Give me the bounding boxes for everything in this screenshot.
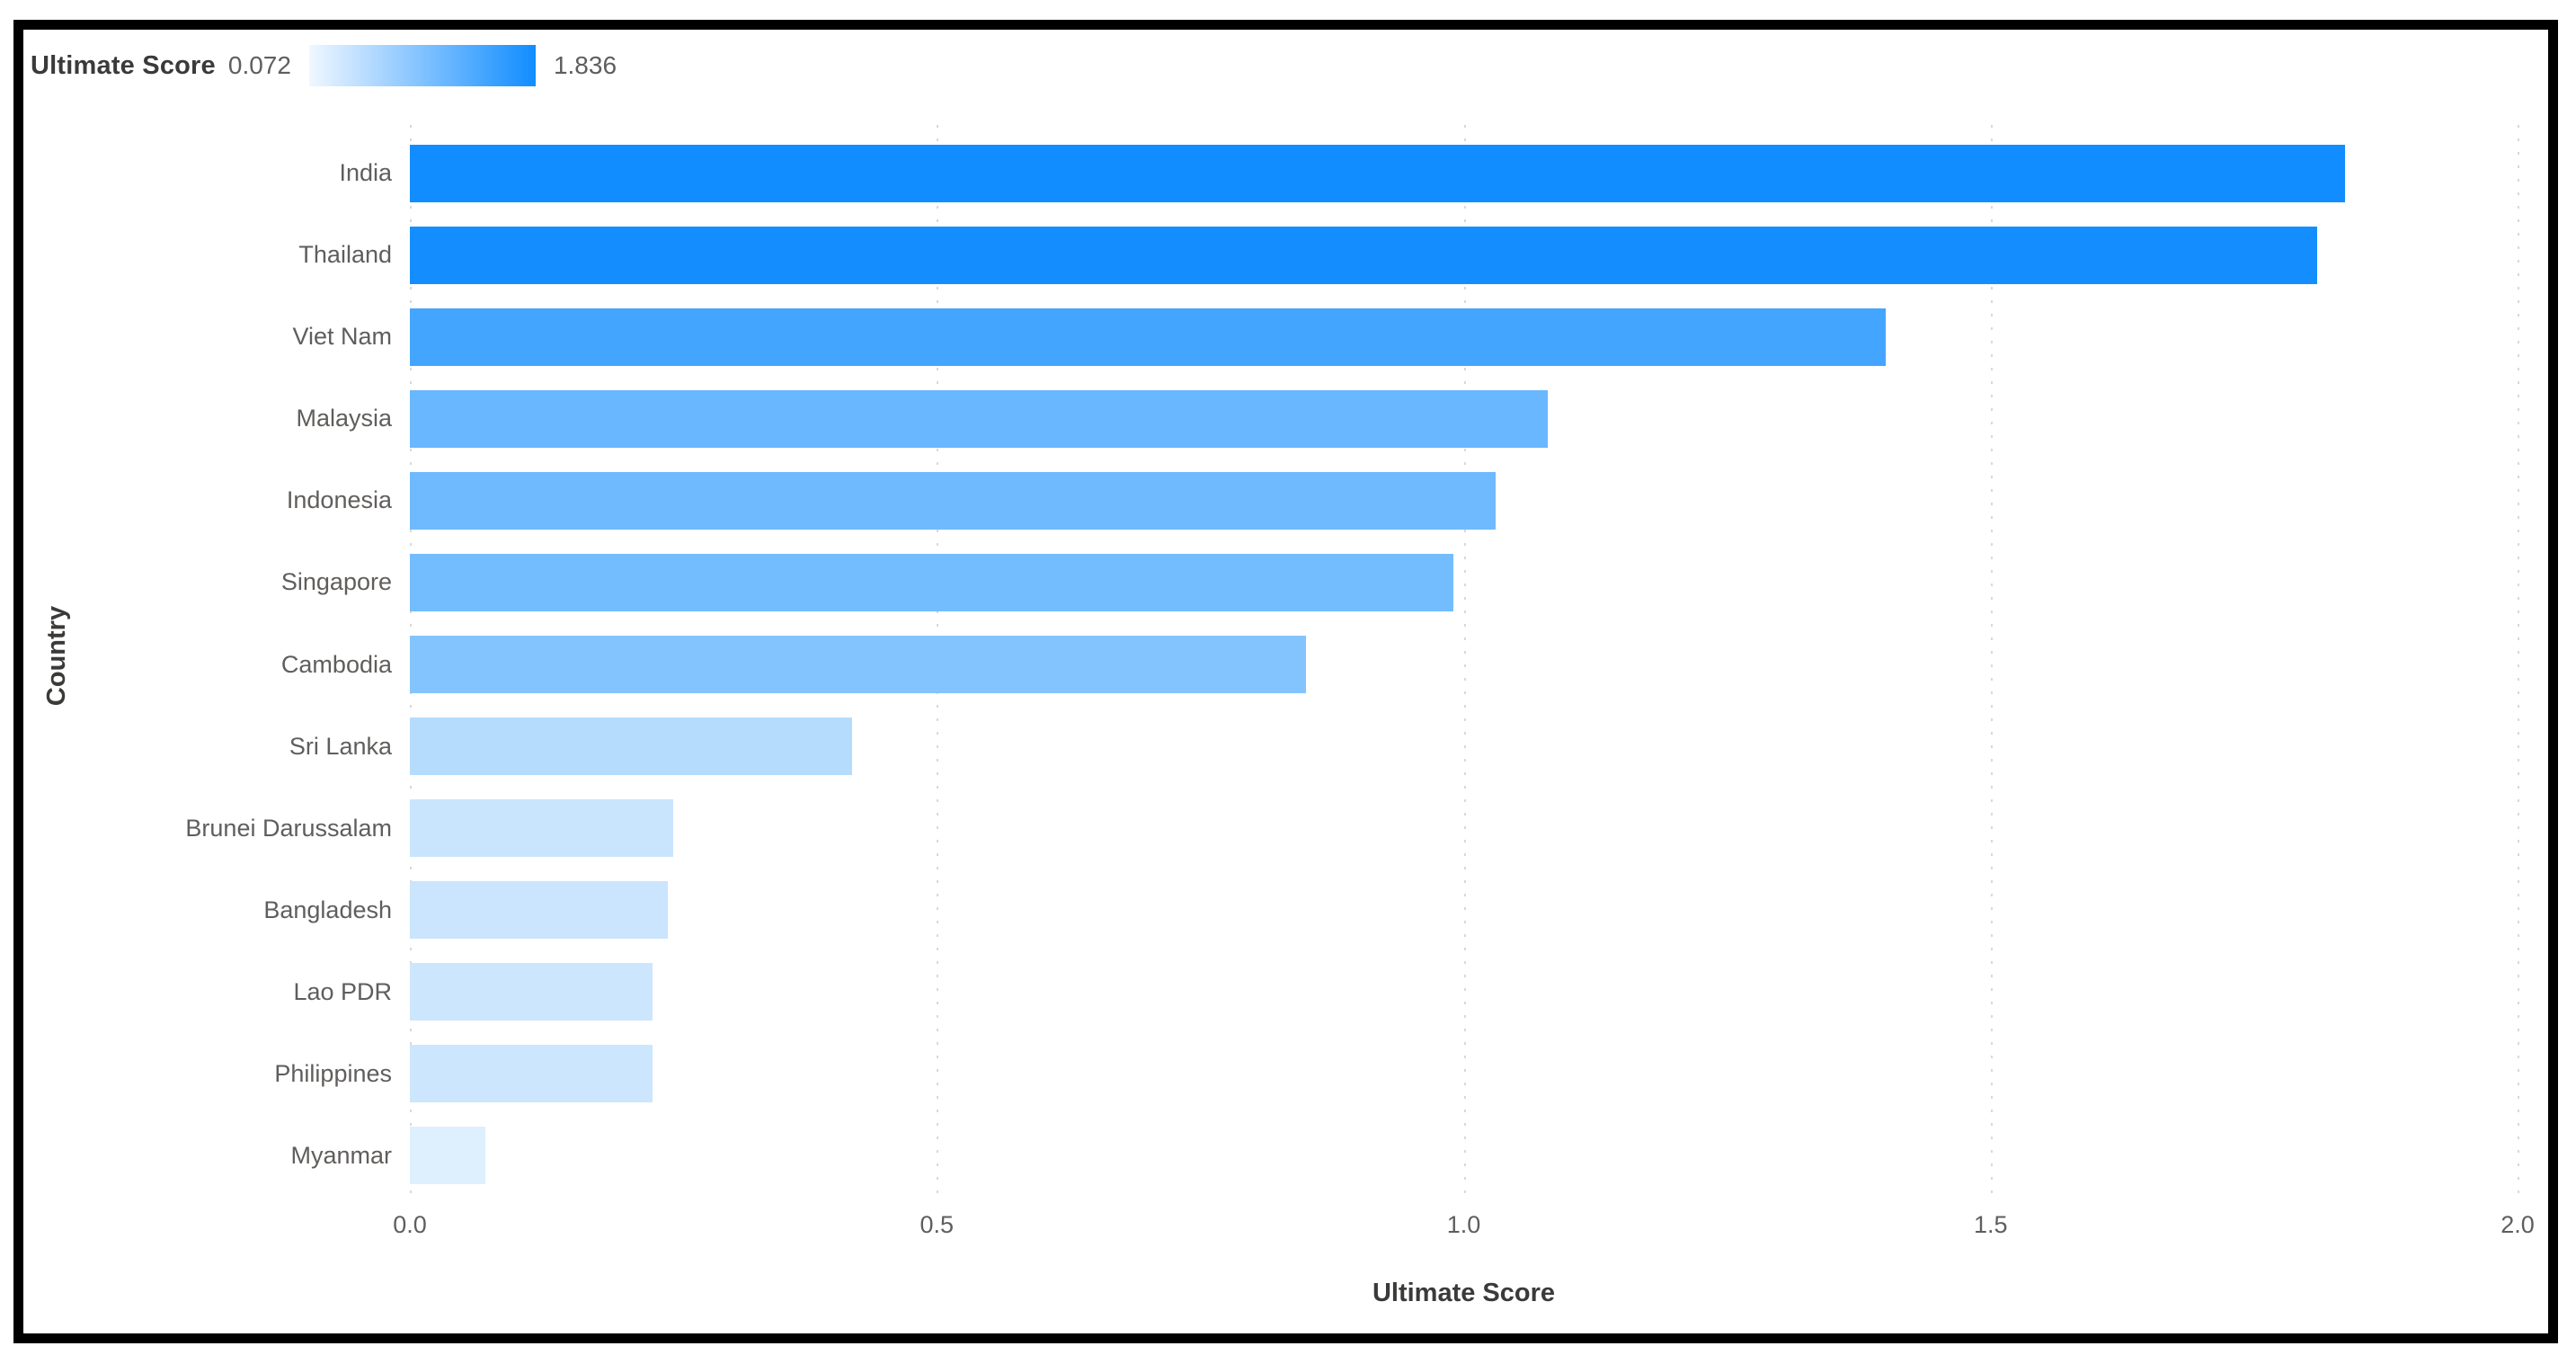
category-label: Malaysia	[296, 405, 392, 432]
bar-row: Indonesia	[23, 459, 2518, 541]
bar-track	[410, 951, 2518, 1033]
bar-track	[410, 788, 2518, 869]
bar-row: Thailand	[23, 214, 2518, 296]
legend-min-value: 0.072	[227, 51, 291, 79]
category-label: Singapore	[280, 568, 392, 596]
legend-title: Ultimate Score	[31, 50, 216, 80]
x-axis: 0.0 0.5 1.0 1.5 2.0	[393, 1211, 2535, 1251]
bar[interactable]	[410, 718, 853, 776]
x-tick-label: 1.5	[1973, 1211, 2008, 1238]
legend-gradient-swatch	[308, 45, 536, 86]
bar[interactable]	[410, 553, 1453, 611]
color-legend: Ultimate Score 0.072 1.836	[31, 37, 617, 94]
bar[interactable]	[410, 963, 653, 1021]
bar[interactable]	[410, 881, 669, 940]
bar-row: Cambodia	[23, 623, 2518, 705]
bar[interactable]	[410, 389, 1549, 448]
bar-row: Singapore	[23, 541, 2518, 623]
category-label: Philippines	[274, 1059, 392, 1087]
bar-track	[410, 1033, 2518, 1115]
x-tick-label: 0.0	[393, 1211, 427, 1238]
category-label: Thailand	[298, 241, 392, 269]
bar-row: Viet Nam	[23, 296, 2518, 378]
bar[interactable]	[410, 1127, 486, 1185]
bar-row: Bangladesh	[23, 869, 2518, 951]
plot-area: Country India Thailand Viet Nam Malaysia Ind…	[23, 112, 2548, 1333]
category-label: Indonesia	[286, 486, 392, 514]
gridline	[2518, 125, 2519, 1200]
category-label: Lao PDR	[293, 977, 392, 1005]
bar[interactable]	[410, 226, 2318, 284]
bar-track	[410, 541, 2518, 623]
bar[interactable]	[410, 471, 1496, 530]
bar-track	[410, 459, 2518, 541]
bar-track	[410, 132, 2518, 214]
category-label: India	[339, 159, 392, 187]
bar-track	[410, 706, 2518, 788]
category-label: Brunei Darussalam	[185, 814, 392, 842]
bar-row: Sri Lanka	[23, 706, 2518, 788]
bar-track	[410, 296, 2518, 378]
gridline	[1463, 125, 1466, 1200]
bar[interactable]	[410, 308, 1886, 366]
bar-row: Lao PDR	[23, 951, 2518, 1033]
bar-row: Myanmar	[23, 1115, 2518, 1197]
x-tick-label: 0.5	[919, 1211, 955, 1238]
bar-row: Philippines	[23, 1033, 2518, 1115]
bar-track	[410, 1115, 2518, 1197]
bar[interactable]	[410, 144, 2345, 202]
category-label: Cambodia	[280, 650, 392, 678]
bar[interactable]	[410, 799, 674, 858]
x-tick-label: 2.0	[2500, 1211, 2535, 1238]
bar-track	[410, 214, 2518, 296]
legend-max-value: 1.836	[553, 51, 617, 79]
bar-rows: India Thailand Viet Nam Malaysia Indonesia Si…	[23, 132, 2518, 1197]
bar-track	[410, 869, 2518, 951]
bar[interactable]	[410, 636, 1306, 693]
bar-track	[410, 623, 2518, 705]
chart-frame: Ultimate Score 0.072 1.836 Country India…	[13, 20, 2558, 1343]
x-tick-label: 1.0	[1446, 1211, 1481, 1238]
category-label: Myanmar	[290, 1141, 392, 1169]
bar-row: Malaysia	[23, 378, 2518, 459]
x-axis-title: Ultimate Score	[1372, 1279, 1556, 1307]
bar-row: India	[23, 132, 2518, 214]
bar[interactable]	[410, 1045, 653, 1103]
category-label: Sri Lanka	[289, 732, 392, 760]
category-label: Bangladesh	[263, 896, 392, 923]
bar-row: Brunei Darussalam	[23, 788, 2518, 869]
category-label: Viet Nam	[292, 323, 392, 351]
bar-track	[410, 378, 2518, 459]
gridline	[1990, 125, 1993, 1200]
